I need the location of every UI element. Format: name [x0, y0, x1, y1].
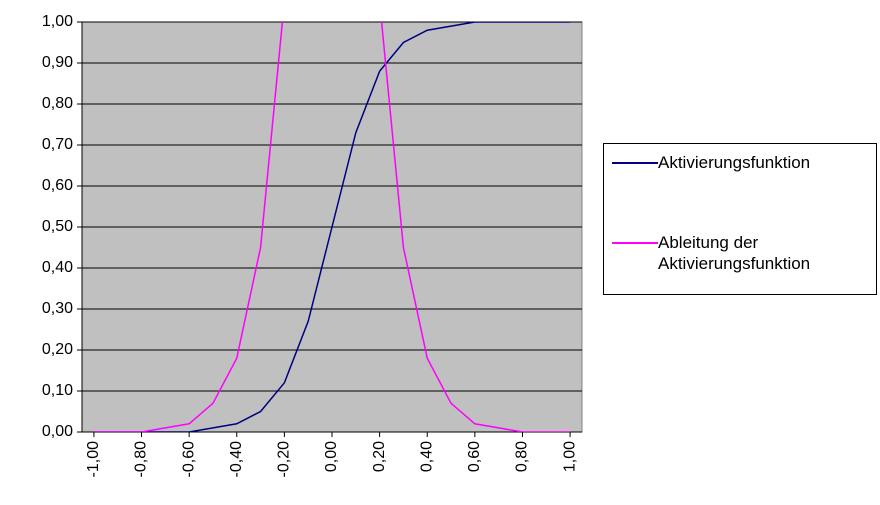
x-tick-label: 0,00	[323, 441, 340, 472]
legend-label: Ableitung der Aktivierungsfunktion	[658, 233, 811, 273]
x-tick-label: -0,60	[180, 441, 197, 478]
legend-swatch	[612, 162, 658, 164]
y-tick-label: 0,10	[42, 382, 73, 399]
x-tick-label: 0,80	[514, 441, 531, 472]
y-tick-label: 0,60	[42, 177, 73, 194]
x-tick-label: -0,40	[228, 441, 245, 478]
x-tick-label: 0,20	[371, 441, 388, 472]
legend-label: Aktivierungsfunktion	[658, 153, 811, 172]
series-line	[93, 22, 571, 432]
x-tick-label: -1,00	[85, 441, 102, 478]
x-tick-label: 1,00	[561, 441, 578, 472]
x-tick-label: 0,40	[418, 441, 435, 472]
legend: Aktivierungsfunktion Ableitung der Aktivi…	[603, 143, 877, 295]
x-tick-label: -0,80	[133, 441, 150, 478]
y-tick-label: 0,70	[42, 136, 73, 153]
series	[93, 22, 571, 432]
x-tick-label: 0,60	[466, 441, 483, 472]
y-tick-label: 0,50	[42, 218, 73, 235]
y-tick-label: 0,00	[42, 423, 73, 440]
y-tick-label: 0,90	[42, 54, 73, 71]
legend-entry: Ableitung der Aktivierungsfunktion	[612, 232, 874, 274]
legend-entry: Aktivierungsfunktion	[612, 152, 874, 173]
y-tick-label: 1,00	[42, 13, 73, 30]
x-tick-label: -0,20	[276, 441, 293, 478]
series-line	[93, 22, 571, 432]
legend-swatch	[612, 242, 658, 244]
series	[93, 22, 571, 432]
y-tick-label: 0,80	[42, 95, 73, 112]
y-tick-label: 0,40	[42, 259, 73, 276]
y-tick-label: 0,30	[42, 300, 73, 317]
y-tick-label: 0,20	[42, 341, 73, 358]
